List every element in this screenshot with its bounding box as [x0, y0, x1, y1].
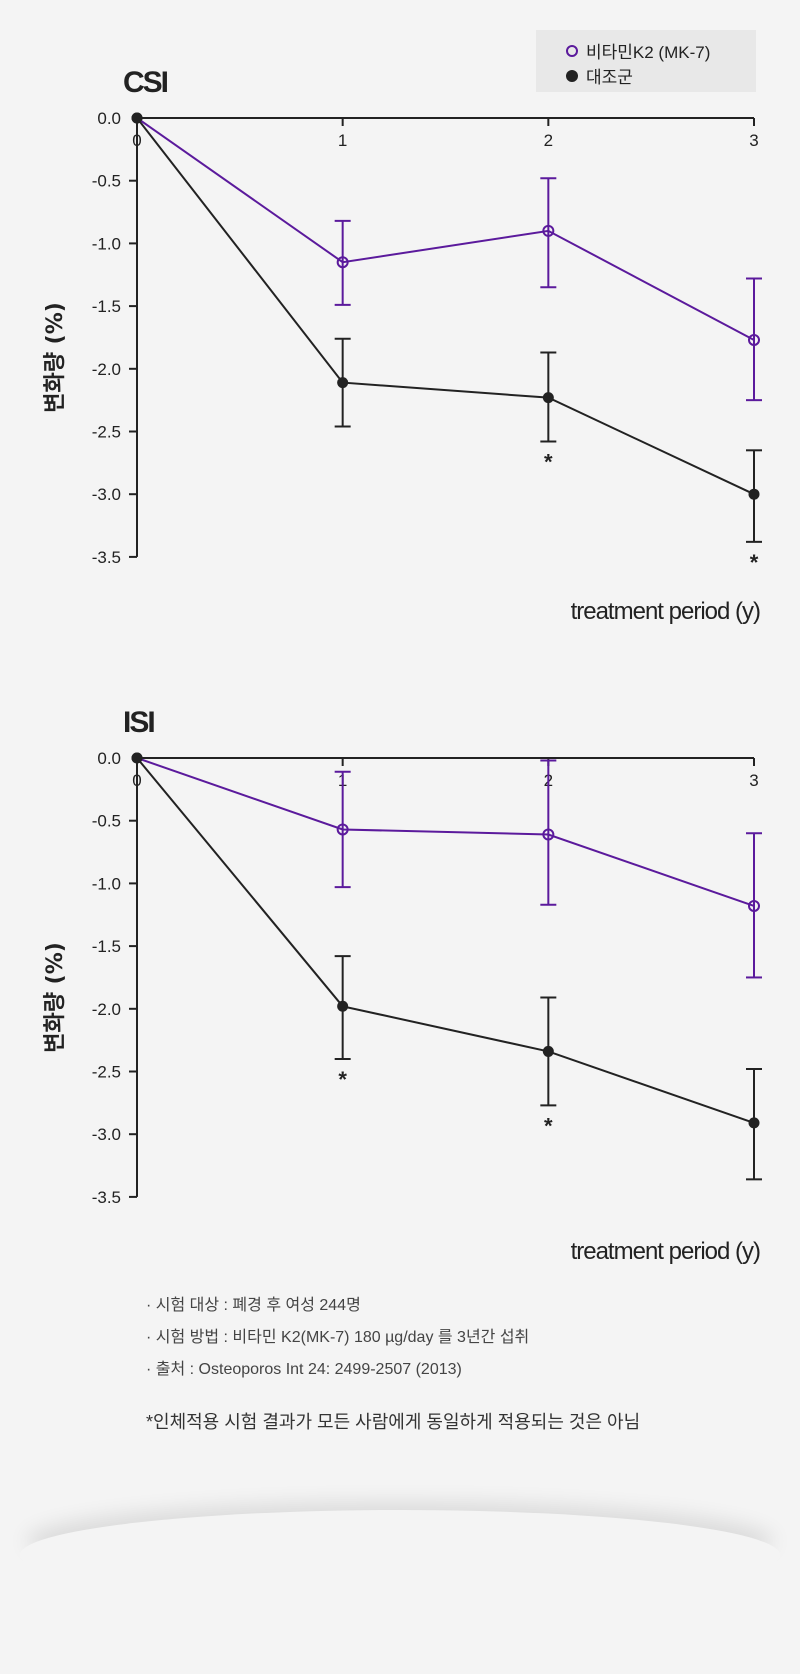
data-point: [542, 1045, 554, 1057]
x-tick-label: 1: [338, 131, 347, 150]
decorative-shadow: [20, 1510, 780, 1600]
y-tick-label: -2.5: [92, 423, 121, 442]
y-tick-label: -2.5: [92, 1063, 121, 1082]
y-tick-label: -2.0: [92, 1000, 121, 1019]
footnote-method: · 시험 방법 : 비타민 K2(MK-7) 180 µg/day 를 3년간 …: [146, 1329, 530, 1346]
significance-asterisk: *: [750, 550, 759, 575]
legend-item-vitamin-k2: 비타민K2 (MK-7): [566, 38, 710, 63]
x-axis-label: treatment period (y): [571, 598, 760, 625]
series-line: [136, 757, 755, 907]
footnote-subjects: · 시험 대상 : 폐경 후 여성 244명: [146, 1297, 361, 1314]
data-point: [748, 488, 760, 500]
data-point: [748, 1117, 760, 1129]
y-tick-label: -3.0: [92, 485, 121, 504]
data-point: [336, 823, 349, 836]
data-point: [542, 828, 555, 841]
y-tick-label: -1.0: [92, 874, 121, 893]
chart-title: ISI: [123, 706, 154, 739]
data-point: [337, 377, 349, 389]
x-tick-label: 3: [749, 131, 758, 150]
data-point: [542, 224, 555, 237]
y-tick-label: -1.0: [92, 234, 121, 253]
y-tick-label: -0.5: [92, 812, 121, 831]
origin-point: [131, 752, 143, 764]
y-tick-label: -1.5: [92, 297, 121, 316]
significance-asterisk: *: [338, 1067, 347, 1092]
data-point: [336, 256, 349, 269]
data-point: [748, 333, 760, 346]
significance-asterisk: *: [544, 1113, 553, 1138]
data-point: [748, 899, 760, 912]
y-tick-label: 0.0: [97, 109, 121, 128]
y-tick-label: 0.0: [97, 749, 121, 768]
series-line: [136, 117, 755, 341]
x-tick-label: 0: [132, 771, 141, 790]
filled-circle-marker-icon: [566, 69, 578, 82]
data-point: [542, 392, 554, 404]
y-tick-label: -3.5: [92, 548, 121, 567]
x-tick-label: 3: [749, 771, 758, 790]
x-tick-label: 0: [132, 131, 141, 150]
chart-title: CSI: [123, 66, 168, 99]
y-axis-label: 변화량 (%): [43, 942, 68, 1053]
y-tick-label: -2.0: [92, 360, 121, 379]
footnote-source: · 출처 : Osteoporos Int 24: 2499-2507 (201…: [146, 1361, 462, 1378]
legend-item-control: 대조군: [566, 63, 633, 88]
footnotes: · 시험 대상 : 폐경 후 여성 244명 · 시험 방법 : 비타민 K2(…: [146, 1290, 529, 1386]
isi-chart: ISI01230.0-0.5-1.0-1.5-2.0-2.5-3.0-3.5변화…: [43, 706, 762, 1265]
y-axis-label: 변화량 (%): [43, 302, 68, 413]
open-circle-marker-icon: [566, 44, 578, 57]
significance-asterisk: *: [544, 450, 553, 475]
y-tick-label: -3.0: [92, 1125, 121, 1144]
x-axis-label: treatment period (y): [571, 1238, 760, 1265]
csi-chart: CSI 0 1 2 3 0.0 -0.5 -1.0 -1.5 -2.0 -2.5 -3.0 -3.5 변화…: [43, 66, 762, 625]
series-line: [136, 757, 755, 1124]
series-line: [136, 117, 755, 496]
y-tick-label: -1.5: [92, 937, 121, 956]
y-tick-label: -3.5: [92, 1188, 121, 1207]
origin-point: [131, 112, 143, 124]
disclaimer: *인체적용 시험 결과가 모든 사람에게 동일하게 적용되는 것은 아님: [146, 1412, 641, 1432]
data-point: [337, 1000, 349, 1012]
legend-label: 비타민K2 (MK-7): [586, 43, 711, 62]
legend-label: 대조군: [586, 68, 633, 87]
y-tick-label: -0.5: [92, 172, 121, 191]
x-tick-label: 2: [544, 131, 553, 150]
chart-legend: 비타민K2 (MK-7) 대조군: [536, 30, 756, 92]
